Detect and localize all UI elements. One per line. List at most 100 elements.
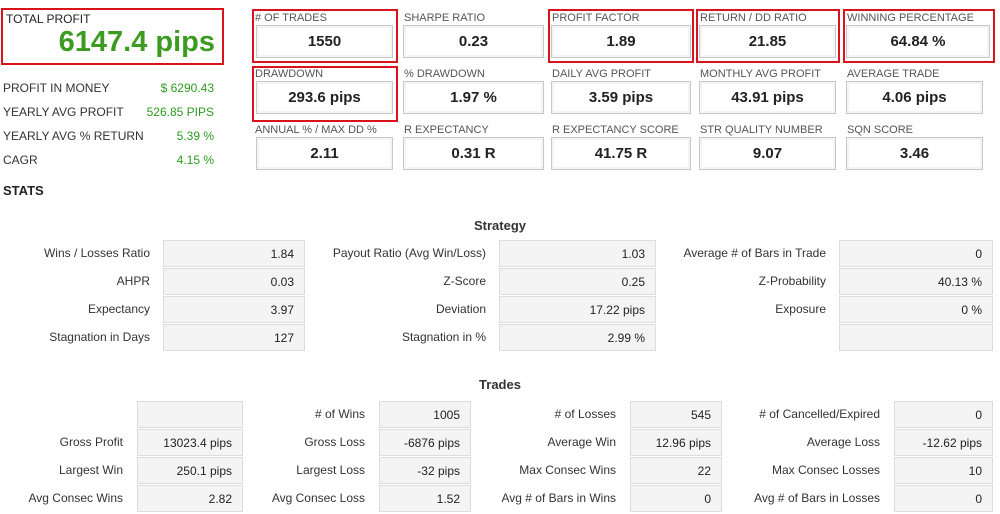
drawdown-value: 293.6 pips [256, 81, 393, 114]
stat-label: Z-Probability [758, 274, 826, 288]
metric-label: SHARPE RATIO [404, 12, 486, 24]
stat-label: Stagnation in Days [49, 330, 150, 344]
stat-label: Wins / Losses Ratio [43, 246, 150, 260]
trade-label: Average Win [547, 435, 616, 449]
yearly-avg-return-value: 5.39 % [176, 129, 214, 143]
trades-heading: Trades [479, 377, 521, 392]
stat-label: Exposure [775, 302, 826, 316]
stat-label: Average # of Bars in Trade [683, 246, 826, 260]
trade-value: 1.52 [379, 485, 471, 512]
stat-value: 0 [839, 240, 993, 267]
trade-label: Avg # of Bars in Losses [754, 491, 880, 505]
yearly-avg-profit-label: YEARLY AVG PROFIT [3, 105, 124, 119]
cagr-value: 4.15 % [176, 153, 214, 167]
metric-label: DRAWDOWN [255, 68, 324, 80]
strategy-heading: Strategy [473, 218, 527, 233]
trade-value: -6876 pips [379, 429, 471, 456]
profit-in-money-value: $ 6290.43 [160, 81, 214, 95]
winning-percentage-value: 64.84 % [846, 25, 990, 58]
total-profit-highlight [1, 8, 224, 65]
total-profit-value: 6147.4 pips [58, 26, 215, 58]
trade-value: 13023.4 pips [137, 429, 243, 456]
r-expectancy-score-value: 41.75 R [551, 137, 691, 170]
stats-heading: STATS [3, 183, 44, 198]
monthly-avg-profit-value: 43.91 pips [699, 81, 836, 114]
trade-value: 545 [630, 401, 722, 428]
trades-count-value: 1550 [256, 25, 393, 58]
yearly-avg-profit-value: 526.85 PIPS [146, 105, 214, 119]
trade-value: 0 [894, 401, 993, 428]
annual-max-dd-value: 2.11 [256, 137, 393, 170]
stat-value [839, 324, 993, 351]
metric-label: MONTHLY AVG PROFIT [700, 68, 822, 80]
winning-percentage-highlight [843, 9, 995, 63]
stat-value: 17.22 pips [499, 296, 656, 323]
stat-label: Payout Ratio (Avg Win/Loss) [332, 246, 486, 260]
metric-label: ANNUAL % / MAX DD % [255, 124, 377, 136]
stat-label: Deviation [435, 302, 486, 316]
trade-value: -32 pips [379, 457, 471, 484]
trade-label: # of Losses [554, 407, 616, 421]
return-dd-value: 21.85 [699, 25, 836, 58]
trade-value: 2.82 [137, 485, 243, 512]
stat-value: 3.97 [163, 296, 305, 323]
trade-value: 22 [630, 457, 722, 484]
trade-label: # of Wins [314, 407, 365, 421]
trades-count-highlight [252, 9, 398, 63]
stat-value: 0 % [839, 296, 993, 323]
sharpe-ratio-value: 0.23 [403, 25, 544, 58]
trade-label: Avg # of Bars in Wins [501, 491, 617, 505]
total-profit-label: TOTAL PROFIT [6, 12, 91, 26]
stat-value: 2.99 % [499, 324, 656, 351]
metric-label: PROFIT FACTOR [552, 12, 640, 24]
average-trade-value: 4.06 pips [846, 81, 983, 114]
stat-label: Stagnation in % [401, 330, 486, 344]
stat-value: 1.03 [499, 240, 656, 267]
trade-label: Max Consec Losses [771, 463, 880, 477]
trade-label: Largest Loss [296, 463, 365, 477]
trade-label: Largest Win [58, 463, 123, 477]
trade-value: 0 [630, 485, 722, 512]
metric-label: WINNING PERCENTAGE [847, 12, 974, 24]
stat-label: Expectancy [87, 302, 150, 316]
trade-value [137, 401, 243, 428]
metric-label: % DRAWDOWN [404, 68, 485, 80]
daily-avg-profit-value: 3.59 pips [551, 81, 691, 114]
stat-value: 127 [163, 324, 305, 351]
trade-value: 1005 [379, 401, 471, 428]
stat-value: 40.13 % [839, 268, 993, 295]
trade-label: Max Consec Wins [519, 463, 616, 477]
percent-drawdown-value: 1.97 % [403, 81, 544, 114]
stat-value: 1.84 [163, 240, 305, 267]
profit-in-money-label: PROFIT IN MONEY [3, 81, 110, 95]
sqn-score-value: 3.46 [846, 137, 983, 170]
trade-value: -12.62 pips [894, 429, 993, 456]
metric-label: DAILY AVG PROFIT [552, 68, 652, 80]
str-quality-number-value: 9.07 [699, 137, 836, 170]
profit-factor-highlight [548, 9, 694, 63]
trade-value: 0 [894, 485, 993, 512]
metric-label: # OF TRADES [255, 12, 327, 24]
stat-value: 0.03 [163, 268, 305, 295]
trade-label: Avg Consec Loss [271, 491, 365, 505]
return-dd-highlight [696, 9, 840, 63]
drawdown-highlight [252, 66, 398, 122]
trade-label: Avg Consec Wins [28, 491, 123, 505]
r-expectancy-value: 0.31 R [403, 137, 544, 170]
metric-label: STR QUALITY NUMBER [700, 124, 823, 136]
trade-label: # of Cancelled/Expired [759, 407, 880, 421]
metric-label: R EXPECTANCY [404, 124, 489, 136]
trade-value: 12.96 pips [630, 429, 722, 456]
metric-label: AVERAGE TRADE [847, 68, 940, 80]
trade-label: Average Loss [806, 435, 880, 449]
trade-value: 250.1 pips [137, 457, 243, 484]
metric-label: RETURN / DD RATIO [700, 12, 807, 24]
trade-label: Gross Loss [304, 435, 365, 449]
cagr-label: CAGR [3, 153, 38, 167]
metric-label: SQN SCORE [847, 124, 914, 136]
yearly-avg-return-label: YEARLY AVG % RETURN [3, 129, 144, 143]
stat-label: AHPR [116, 274, 150, 288]
trade-label: Gross Profit [59, 435, 123, 449]
metric-label: R EXPECTANCY SCORE [552, 124, 679, 136]
trade-value: 10 [894, 457, 993, 484]
